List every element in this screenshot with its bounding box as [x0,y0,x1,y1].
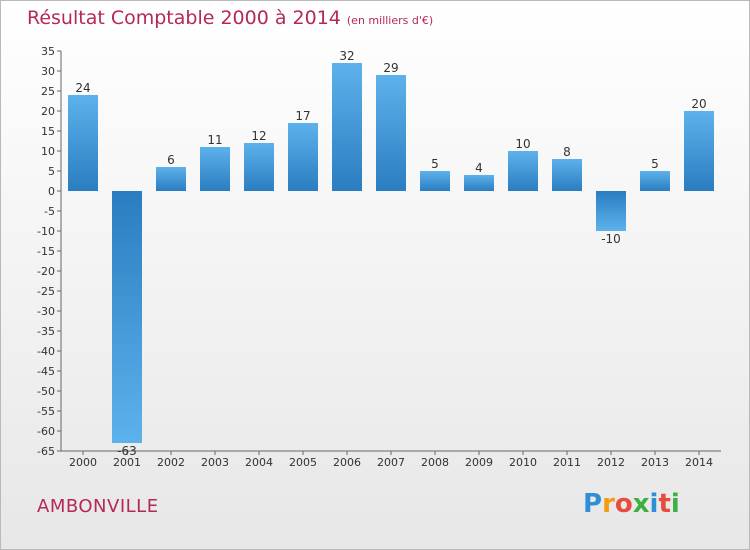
y-tick-label: -20 [37,265,55,278]
bar-2005 [288,123,318,191]
unit-note: (en milliers d'€) [346,14,434,27]
bar-2001 [112,191,142,443]
x-tick-label: 2004 [245,456,273,469]
x-tick-label: 2007 [377,456,405,469]
logo-letter: P [583,489,603,519]
x-tick-label: 2008 [421,456,449,469]
y-tick-label: 0 [48,185,55,198]
data-label-2011: 8 [563,145,571,159]
chart-title: Résultat Comptable 2000 à 2014 [27,7,341,29]
data-label-2006: 32 [339,49,354,63]
y-tick-label: 20 [41,105,55,118]
x-tick-label: 2012 [597,456,625,469]
logo-letter: x [632,489,650,519]
data-label-2002: 6 [167,153,175,167]
proxiti-logo: Proxiti [583,489,680,519]
y-tick-label: 35 [41,45,55,58]
y-tick-label: -10 [37,225,55,238]
chart-title-block: Résultat Comptable 2000 à 2014 (en millie… [27,7,433,29]
logo-letter: i [649,489,659,519]
bar-2004 [244,143,274,191]
commune-name: AMBONVILLE [37,496,159,517]
y-tick-label: -65 [37,445,55,458]
x-tick-label: 2002 [157,456,185,469]
y-tick-label: -30 [37,305,55,318]
bar-2013 [640,171,670,191]
bar-2011 [552,159,582,191]
data-label-2007: 29 [383,61,398,75]
data-label-2008: 5 [431,157,439,171]
bar-2014 [684,111,714,191]
x-tick-label: 2001 [113,456,141,469]
x-tick-label: 2014 [685,456,713,469]
y-tick-label: -15 [37,245,55,258]
x-tick-label: 2009 [465,456,493,469]
x-tick-label: 2005 [289,456,317,469]
y-tick-label: 15 [41,125,55,138]
axes: 35 30 25 20 15 10 5 0 -5 -10 -15 -20 -25 -30 -35 -40 -45… [37,45,721,469]
x-tick-label: 2011 [553,456,581,469]
y-tick-label: 25 [41,85,55,98]
bar-2009 [464,175,494,191]
y-tick-label: -25 [37,285,55,298]
bar-2010 [508,151,538,191]
logo-letter: r [602,489,615,519]
bar-2000 [68,95,98,191]
x-tick-label: 2000 [69,456,97,469]
data-label-2005: 17 [295,109,310,123]
bar-2003 [200,147,230,191]
bar-2008 [420,171,450,191]
bar-2007 [376,75,406,191]
bar-2006 [332,63,362,191]
y-tick-label: -55 [37,405,55,418]
y-tick-label: -5 [44,205,55,218]
labels-group: 24 -63 6 11 12 17 32 29 5 4 10 8 -10 5 20 [75,49,706,458]
x-tick-label: 2013 [641,456,669,469]
y-tick-label: -60 [37,425,55,438]
bars-group [68,63,714,443]
y-tick-label: -50 [37,385,55,398]
y-tick-label: -45 [37,365,55,378]
x-tick-label: 2010 [509,456,537,469]
data-label-2012: -10 [601,232,621,246]
y-tick-label: 5 [48,165,55,178]
logo-letter: o [614,489,633,519]
data-label-2013: 5 [651,157,659,171]
logo-letter: t [658,489,671,519]
x-tick-label: 2006 [333,456,361,469]
y-tick-label: 10 [41,145,55,158]
y-tick-label: -35 [37,325,55,338]
bar-2012 [596,191,626,231]
y-tick-label: 30 [41,65,55,78]
data-label-2009: 4 [475,161,483,175]
data-label-2000: 24 [75,81,90,95]
y-tick-label: -40 [37,345,55,358]
logo-letter: i [670,489,680,519]
data-label-2003: 11 [207,133,222,147]
x-tick-label: 2003 [201,456,229,469]
data-label-2010: 10 [515,137,530,151]
data-label-2014: 20 [691,97,706,111]
bar-2002 [156,167,186,191]
data-label-2001: -63 [117,444,137,458]
data-label-2004: 12 [251,129,266,143]
